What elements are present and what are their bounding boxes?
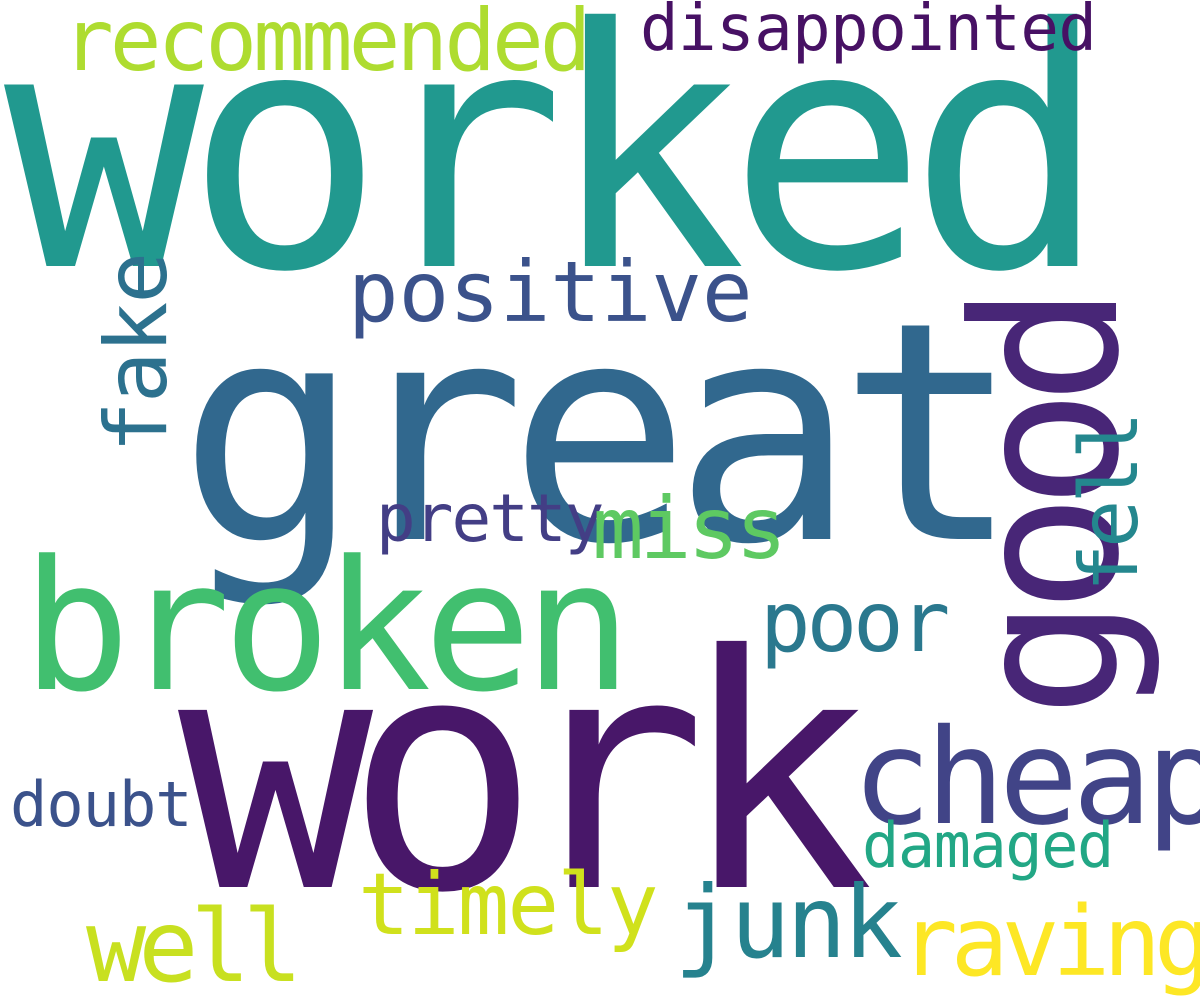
word-fell: fell — [1063, 415, 1156, 592]
word-timely: timely — [358, 855, 659, 955]
word-damaged: damaged — [862, 809, 1114, 882]
word-pretty: pretty — [376, 480, 604, 557]
word-great: great — [178, 257, 1021, 611]
word-positive: positive — [348, 243, 753, 341]
word-recommended: recommended — [62, 0, 592, 91]
word-poor: poor — [760, 573, 950, 671]
word-junk: junk — [674, 864, 903, 981]
word-broken: broken — [22, 523, 632, 732]
word-raving: raving — [900, 886, 1200, 998]
word-miss: miss — [592, 479, 787, 579]
word-work: work — [178, 587, 874, 964]
word-well: well — [86, 888, 303, 1000]
word-disappointed: disappointed — [640, 0, 1097, 66]
word-worked: worked — [4, 0, 1108, 345]
word-fake: fake — [87, 253, 187, 453]
word-cheap: cheap — [852, 701, 1200, 855]
word-doubt: doubt — [10, 768, 193, 841]
